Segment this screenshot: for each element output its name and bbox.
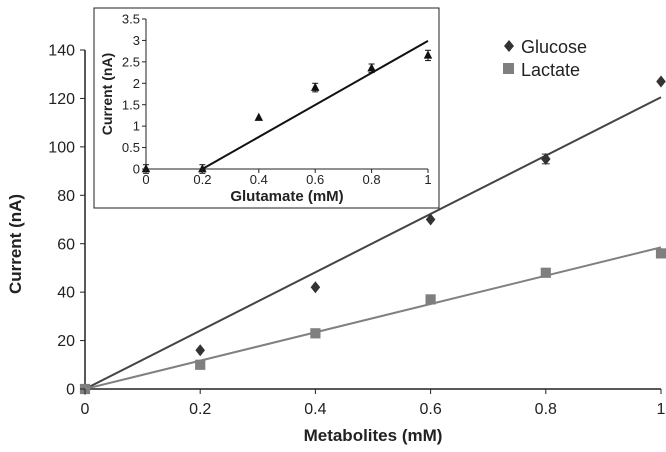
inset-series-point <box>254 112 264 121</box>
main-y-tick-label: 0 <box>66 382 75 399</box>
main-lactate-fit-line <box>84 246 662 390</box>
main-x-tick-label: 0.6 <box>419 401 441 418</box>
main-glucose-point <box>310 281 321 294</box>
legend-glucose-marker <box>504 40 514 52</box>
main-y-tick-label: 40 <box>57 285 75 302</box>
inset-series-fit-line <box>201 39 429 170</box>
inset-series-point <box>367 63 376 72</box>
inset-y-axis-label: Current (nA) <box>99 53 115 135</box>
legend-lactate-label: Lactate <box>521 60 580 80</box>
main-x-tick-label: 0.2 <box>189 401 211 418</box>
inset-series-point <box>423 50 433 59</box>
inset-series-point <box>310 82 320 91</box>
main-y-tick-label: 20 <box>57 333 75 350</box>
inset-x-tick-label: 0.8 <box>363 172 381 187</box>
main-glucose-point <box>656 75 666 88</box>
inset-frame <box>93 7 440 209</box>
main-y-axis-label: Current (nA) <box>6 194 25 294</box>
inset-y-tick-label: 2.5 <box>122 54 140 69</box>
main-y-tick-label: 140 <box>48 43 75 60</box>
inset-x-tick-label: 0.4 <box>250 172 268 187</box>
inset-x-tick-label: 0.6 <box>306 172 324 187</box>
main-lactate-point <box>310 328 321 339</box>
inset-plot: 0 0.2 0.4 0.6 0.8 1 0 0.5 1 1.5 2 2.5 3 3.5 Glutamat… <box>93 7 440 209</box>
main-glucose-fit-line <box>84 96 662 390</box>
inset-x-axis-label: Glutamate (mM) <box>230 188 343 205</box>
main-glucose-point <box>195 344 205 357</box>
inset-y-tick-label: 1 <box>133 119 140 134</box>
main-y-tick-label: 60 <box>57 236 75 253</box>
main-lactate-point <box>655 248 666 259</box>
inset-series-point <box>198 164 207 173</box>
inset-y-tick-label: 1.5 <box>122 97 140 112</box>
inset-y-tick-label: 0.5 <box>122 140 140 155</box>
main-x-tick-label: 0 <box>81 401 90 418</box>
inset-x-tick-label: 1 <box>424 172 431 187</box>
inset-y-tick-label: 2 <box>133 76 140 91</box>
main-lactate-point <box>540 267 551 278</box>
inset-x-tick-label: 0 <box>142 172 149 187</box>
inset-x-tick-label: 0.2 <box>193 172 211 187</box>
main-x-tick-label: 1 <box>657 401 666 418</box>
main-glucose-point <box>541 152 551 165</box>
main-lactate-point <box>195 359 206 370</box>
main-y-tick-label: 100 <box>48 139 75 156</box>
inset-series-point <box>141 164 151 173</box>
main-x-tick-label: 0.4 <box>304 401 326 418</box>
inset-y-tick-label: 0 <box>133 162 140 177</box>
main-x-axis-label: Metabolites (mM) <box>304 426 443 445</box>
main-lactate-point <box>425 294 436 305</box>
main-glucose-point <box>425 213 436 226</box>
main-y-tick-label: 80 <box>57 188 75 205</box>
legend-lactate-marker <box>503 63 514 74</box>
inset-y-tick-label: 3 <box>133 33 140 48</box>
main-y-tick-label: 120 <box>48 91 75 108</box>
main-x-tick-label: 0.8 <box>535 401 557 418</box>
legend-glucose-label: Glucose <box>521 37 587 57</box>
legend: Glucose Lactate <box>503 37 587 80</box>
inset-y-tick-label: 3.5 <box>122 12 140 27</box>
